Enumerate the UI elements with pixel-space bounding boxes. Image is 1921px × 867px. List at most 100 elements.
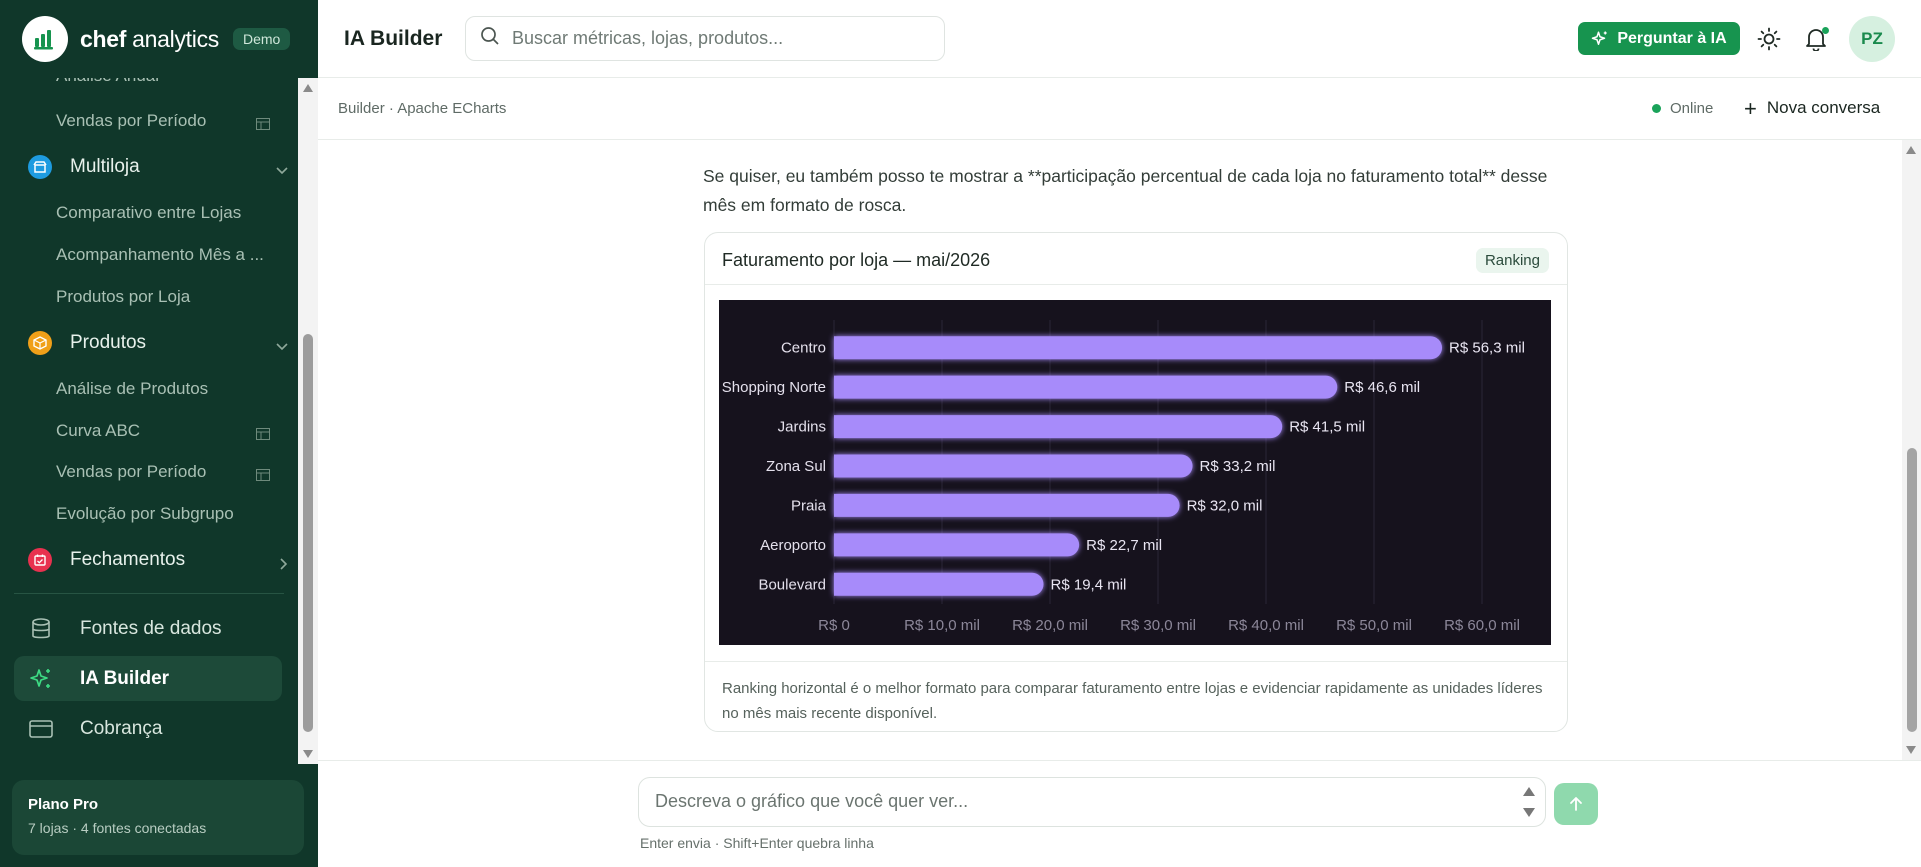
spinner-down-arrow-icon[interactable] <box>1523 808 1535 817</box>
chart-card-header: Faturamento por loja — mai/2026 Ranking <box>705 233 1567 285</box>
chart-container[interactable]: R$ 0 R$ 10,0 mil R$ 20,0 mil R$ 30,0 mil R$ … <box>719 300 1551 645</box>
data-label: R$ 56,3 mil <box>1449 340 1525 357</box>
sidebar-item-fontes-de-dados[interactable]: Fontes de dados <box>14 606 282 651</box>
sidebar-item-evolucao-por-subgrupo[interactable]: Evolução por Subgrupo <box>56 504 234 523</box>
search-input[interactable] <box>512 28 932 49</box>
sidebar-divider <box>14 593 284 594</box>
bar-chart[interactable]: R$ 0 R$ 10,0 mil R$ 20,0 mil R$ 30,0 mil R$ … <box>719 300 1551 645</box>
table-icon <box>256 425 270 445</box>
x-tick-label: R$ 60,0 mil <box>1444 617 1520 634</box>
composer-box[interactable] <box>638 777 1546 827</box>
online-dot-icon <box>1652 104 1661 113</box>
breadcrumb: Builder · Apache ECharts <box>338 100 507 117</box>
prompt-input[interactable] <box>655 791 1505 817</box>
sidebar-item-ia-builder[interactable]: IA Builder <box>14 656 282 701</box>
bar <box>834 415 1283 439</box>
bar <box>834 375 1338 399</box>
scroll-up-arrow-icon[interactable] <box>303 84 313 92</box>
x-tick-label: R$ 10,0 mil <box>904 617 980 634</box>
sidebar-item-vendas-por-periodo[interactable]: Vendas por Período <box>56 111 270 131</box>
table-icon <box>256 115 270 135</box>
brand-name: chef analytics <box>80 25 219 52</box>
calendar-check-icon <box>28 548 52 572</box>
sidebar-group-produtos[interactable]: Produtos <box>28 329 288 357</box>
box-icon <box>28 331 52 355</box>
sidebar-scrollbar[interactable] <box>298 78 318 764</box>
assistant-message-text: Se quiser, eu também posso te mostrar a … <box>703 166 1548 215</box>
sparkles-icon <box>1592 31 1608 45</box>
new-conversation-button[interactable]: + Nova conversa <box>1744 97 1881 119</box>
sidebar-item-label: Fontes de dados <box>80 617 222 639</box>
scrollbar-thumb[interactable] <box>1907 448 1917 732</box>
sidebar-group-fechamentos[interactable]: Fechamentos <box>28 546 288 574</box>
data-label: R$ 22,7 mil <box>1086 537 1162 554</box>
sidebar-item-label: Vendas por Período <box>56 111 207 130</box>
store-icon <box>28 155 52 179</box>
ask-ai-label: Perguntar à IA <box>1617 29 1727 47</box>
page-title: IA Builder <box>344 27 443 50</box>
subbar: Builder · Apache ECharts Online + Nova co… <box>318 78 1921 140</box>
category-label: Aeroporto <box>760 537 826 554</box>
bar <box>834 533 1080 557</box>
demo-badge: Demo <box>232 28 291 50</box>
sidebar-item-label: Curva ABC <box>56 421 141 440</box>
data-label: R$ 19,4 mil <box>1051 576 1127 593</box>
notification-dot <box>1822 27 1829 34</box>
sidebar-item-analise-anual[interactable]: Análise Anual <box>56 78 159 86</box>
chef-analytics-logo-icon <box>22 16 68 62</box>
chart-card: Faturamento por loja — mai/2026 Ranking … <box>704 232 1568 732</box>
arrow-up-icon <box>1570 797 1582 811</box>
data-label: R$ 46,6 mil <box>1344 379 1420 396</box>
notifications-bell-icon[interactable] <box>1803 26 1829 52</box>
new-conversation-label: Nova conversa <box>1766 98 1881 117</box>
status-label: Online <box>1670 100 1714 117</box>
chevron-down-icon <box>276 159 288 181</box>
sidebar-item-produtos-por-loja[interactable]: Produtos por Loja <box>56 287 191 306</box>
theme-toggle-sun-icon[interactable] <box>1756 26 1782 52</box>
data-label: R$ 32,0 mil <box>1187 497 1263 514</box>
spinner-up-arrow-icon[interactable] <box>1523 787 1535 796</box>
scrollbar-thumb[interactable] <box>303 334 313 732</box>
sidebar-item-acompanhamento-mes[interactable]: Acompanhamento Mês a ... <box>56 245 264 264</box>
chat-scrollbar[interactable] <box>1902 140 1921 760</box>
sidebar-group-label: Produtos <box>70 332 147 353</box>
chevron-right-icon <box>280 554 288 576</box>
sidebar-item-analise-de-produtos[interactable]: Análise de Produtos <box>56 379 209 398</box>
sidebar-nav: Análise Anual Vendas por Período Multilo… <box>0 78 298 764</box>
ask-ai-button[interactable]: Perguntar à IA <box>1578 22 1740 55</box>
avatar[interactable]: PZ <box>1849 16 1895 62</box>
chart-caption: Ranking horizontal é o melhor formato pa… <box>705 661 1567 731</box>
scroll-down-arrow-icon[interactable] <box>303 750 313 758</box>
sparkles-icon <box>28 667 54 691</box>
x-tick-label: R$ 50,0 mil <box>1336 617 1412 634</box>
scroll-up-arrow-icon[interactable] <box>1906 146 1916 154</box>
chat-area: Se quiser, eu também posso te mostrar a … <box>318 140 1902 760</box>
x-tick-label: R$ 30,0 mil <box>1120 617 1196 634</box>
category-label: Jardins <box>778 419 826 436</box>
bar <box>834 493 1180 517</box>
send-button[interactable] <box>1554 783 1598 825</box>
sidebar-item-curva-abc[interactable]: Curva ABC <box>56 421 270 441</box>
database-icon <box>28 617 54 641</box>
plan-card[interactable]: Plano Pro 7 lojas · 4 fontes conectadas <box>12 780 304 855</box>
category-label: Boulevard <box>758 576 826 593</box>
sidebar-item-label: IA Builder <box>80 667 170 689</box>
sidebar-item-comparativo-entre-lojas[interactable]: Comparativo entre Lojas <box>56 203 242 222</box>
sidebar-item-cobranca[interactable]: Cobrança <box>14 706 282 751</box>
sidebar-item-label: Vendas por Período <box>56 462 207 481</box>
bar <box>834 336 1443 360</box>
plan-subtitle: 7 lojas · 4 fontes conectadas <box>28 820 207 836</box>
composer-hint: Enter envia · Shift+Enter quebra linha <box>640 835 874 851</box>
data-label: R$ 33,2 mil <box>1200 458 1276 475</box>
brand[interactable]: chef analytics Demo <box>22 16 291 62</box>
sidebar-group-label: Multiloja <box>70 156 140 177</box>
sidebar-group-multiloja[interactable]: Multiloja <box>28 153 288 181</box>
scroll-down-arrow-icon[interactable] <box>1906 746 1916 754</box>
search-box[interactable] <box>465 16 945 61</box>
category-label: Praia <box>791 497 827 514</box>
sidebar-item-vendas-por-periodo-produtos[interactable]: Vendas por Período <box>56 462 270 482</box>
credit-card-icon <box>28 719 54 738</box>
category-label: Centro <box>781 340 826 357</box>
sidebar-item-label: Cobrança <box>80 717 163 739</box>
bar <box>834 572 1044 596</box>
